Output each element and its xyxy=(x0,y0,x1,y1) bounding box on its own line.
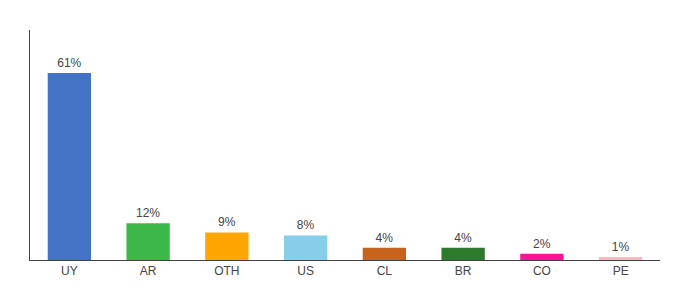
svg-text:12%: 12% xyxy=(136,206,160,220)
svg-text:8%: 8% xyxy=(297,218,315,232)
svg-text:AR: AR xyxy=(140,264,157,278)
svg-text:PE: PE xyxy=(613,264,629,278)
svg-text:CO: CO xyxy=(533,264,551,278)
svg-text:4%: 4% xyxy=(376,231,394,245)
svg-text:BR: BR xyxy=(455,264,472,278)
svg-text:UY: UY xyxy=(61,264,78,278)
svg-text:1%: 1% xyxy=(612,240,630,254)
svg-text:61%: 61% xyxy=(57,56,81,70)
svg-text:CL: CL xyxy=(377,264,393,278)
svg-text:2%: 2% xyxy=(533,237,551,251)
svg-text:9%: 9% xyxy=(218,215,236,229)
svg-text:US: US xyxy=(297,264,314,278)
svg-text:4%: 4% xyxy=(454,231,472,245)
svg-text:OTH: OTH xyxy=(214,264,239,278)
